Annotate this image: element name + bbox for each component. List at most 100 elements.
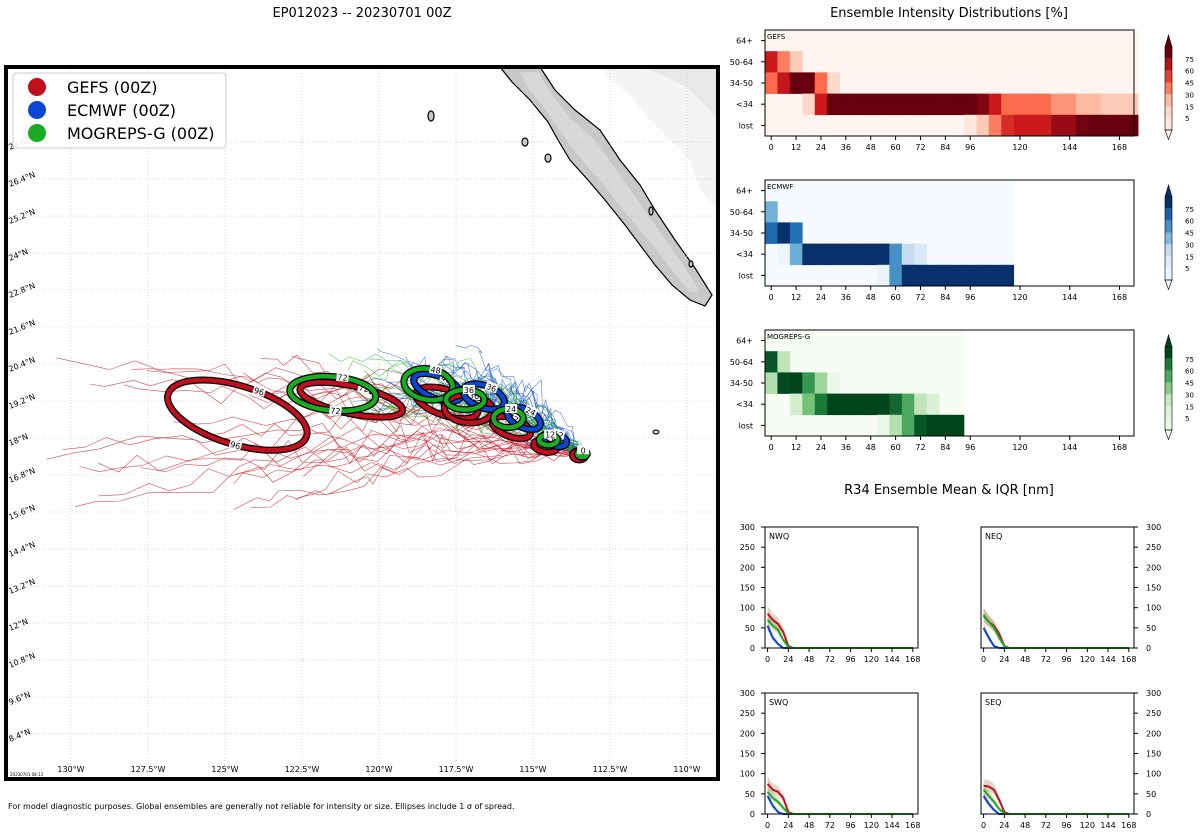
colorbar-ecmwf: 5 15 30 45 60 75 — [1164, 183, 1194, 291]
colorbar-swatch — [1165, 256, 1172, 269]
colorbar-extend-top — [1164, 183, 1173, 198]
heatmap-x-label: 144 — [1062, 293, 1077, 302]
ellipse-hour-label: 96 — [253, 386, 265, 398]
ensemble-track — [303, 432, 584, 477]
colorbar-swatch — [1165, 106, 1172, 119]
ellipse-hour-label: 0 — [581, 446, 586, 455]
colorbar-swatch — [1165, 220, 1172, 233]
heatmap-x-label: 12 — [791, 293, 801, 302]
lon-tick-label: 112.5°W — [593, 765, 628, 774]
r34-plot-swq: SWQ 0 24 48 72 96 120 144 168 0 50 100 150 200 250 300 — [740, 689, 921, 830]
colorbar-swatch — [1165, 406, 1172, 419]
ellipse-label-bg — [577, 445, 590, 455]
heatmap-cell — [802, 243, 816, 266]
heatmap-cell — [876, 264, 890, 287]
footnote: For model diagnostic purposes. Global en… — [8, 802, 515, 811]
ensemble-track — [295, 438, 584, 501]
heatmap-cell — [814, 372, 828, 394]
heatmap-cell — [901, 93, 915, 116]
heatmap-y-label: 50-64 — [730, 208, 753, 217]
heatmap-y-label: lost — [739, 121, 753, 130]
heatmap-cell — [939, 414, 952, 437]
heatmap-x-label: 60 — [891, 293, 901, 302]
heatmap-cell — [951, 264, 965, 287]
heatmap-cell — [964, 114, 977, 137]
y-tick-label: 200 — [740, 563, 755, 572]
colorbar-swatch — [1165, 244, 1172, 257]
ellipse-ring — [165, 377, 310, 453]
x-tick-label: 48 — [1020, 655, 1030, 664]
map-legend: GEFS (00Z) ECMWF (00Z) MOGREPS-G (00Z) — [12, 72, 227, 149]
heatmap-cell — [789, 222, 803, 244]
heatmap-panel-label: MOGREPS-G — [767, 333, 810, 341]
ellipse-label-bg — [336, 371, 349, 382]
heatmap-cell — [1001, 114, 1015, 137]
spread-ellipse-mogreps-g-24: 24 — [490, 404, 527, 431]
heatmap-cell — [889, 264, 903, 287]
heatmap-cell — [1051, 114, 1064, 137]
x-tick-label: 24 — [999, 655, 1009, 664]
x-tick-label: 24 — [999, 821, 1009, 830]
heatmap-x-label: 144 — [1062, 143, 1077, 152]
y-tick-label: 50 — [1146, 624, 1156, 633]
x-tick-label: 144 — [1100, 821, 1115, 830]
heatmap-x-label: 168 — [1112, 143, 1127, 152]
heatmap-cell — [1125, 93, 1139, 116]
colorbar-swatch — [1165, 358, 1172, 371]
colorbar-extend-top — [1164, 333, 1173, 348]
ensemble-track — [97, 443, 580, 497]
heatmap-y-label: 50-64 — [730, 58, 753, 67]
x-tick-label: 144 — [1100, 655, 1115, 664]
heatmap-cell — [864, 93, 878, 116]
colorbar-tick-label: 75 — [1185, 356, 1194, 364]
colorbar-tick-label: 45 — [1185, 380, 1194, 388]
y-tick-label: 250 — [740, 709, 755, 718]
heatmap-x-label: 24 — [816, 293, 826, 302]
heatmap-x-label: 96 — [965, 443, 975, 452]
heatmap-cell — [926, 393, 940, 416]
legend-marker — [28, 78, 46, 96]
heatmap-cell — [901, 243, 915, 266]
legend-marker — [28, 101, 46, 119]
x-tick-label: 144 — [884, 821, 899, 830]
heatmap-x-label: 12 — [791, 143, 801, 152]
heatmap-cell — [1038, 93, 1052, 116]
x-tick-label: 120 — [1080, 655, 1095, 664]
heatmap-cell — [976, 264, 990, 287]
heatmap-cell — [814, 93, 828, 116]
colorbar-swatch — [1165, 58, 1172, 71]
colorbar-swatch — [1165, 232, 1172, 245]
y-tick-label: 150 — [740, 584, 755, 593]
y-tick-label: 100 — [740, 604, 755, 613]
heatmap-cell — [1113, 93, 1127, 116]
colorbar-swatch — [1165, 370, 1172, 383]
heatmap-cell — [839, 393, 853, 416]
heatmap-x-label: 144 — [1062, 443, 1077, 452]
heatmap-cell — [988, 264, 1002, 287]
heatmap-cell — [976, 93, 990, 116]
heatmap-cell — [777, 51, 791, 73]
heatmap-cell — [926, 264, 940, 287]
y-tick-label: 300 — [1146, 689, 1161, 698]
colorbar-tick-label: 5 — [1185, 415, 1189, 423]
heatmap-y-label: 34-50 — [730, 229, 753, 238]
heatmap-x-label: 24 — [816, 143, 826, 152]
heatmap-cell — [988, 93, 1002, 116]
heatmap-y-label: 34-50 — [730, 79, 753, 88]
colorbar-swatch — [1165, 418, 1172, 430]
heatmap-panel-label: GEFS — [767, 33, 786, 41]
ellipse-hour-label: 24 — [524, 406, 537, 418]
spread-ellipse-mogreps-g-0: 0 — [573, 445, 591, 461]
heatmap-cell — [926, 414, 940, 437]
heatmap-cell — [1088, 93, 1102, 116]
heatmap-cell — [1001, 93, 1015, 116]
right-panels: Ensemble Intensity Distributions [%] GEFS… — [730, 6, 1194, 830]
colorbar-swatch — [1165, 208, 1172, 221]
heatmap-cell — [964, 264, 977, 287]
x-tick-label: 0 — [981, 821, 986, 830]
heatmap-cell — [802, 72, 816, 94]
colorbar-swatch — [1165, 70, 1172, 83]
colorbar-swatch — [1165, 268, 1172, 280]
heatmap-cell — [1125, 114, 1139, 137]
